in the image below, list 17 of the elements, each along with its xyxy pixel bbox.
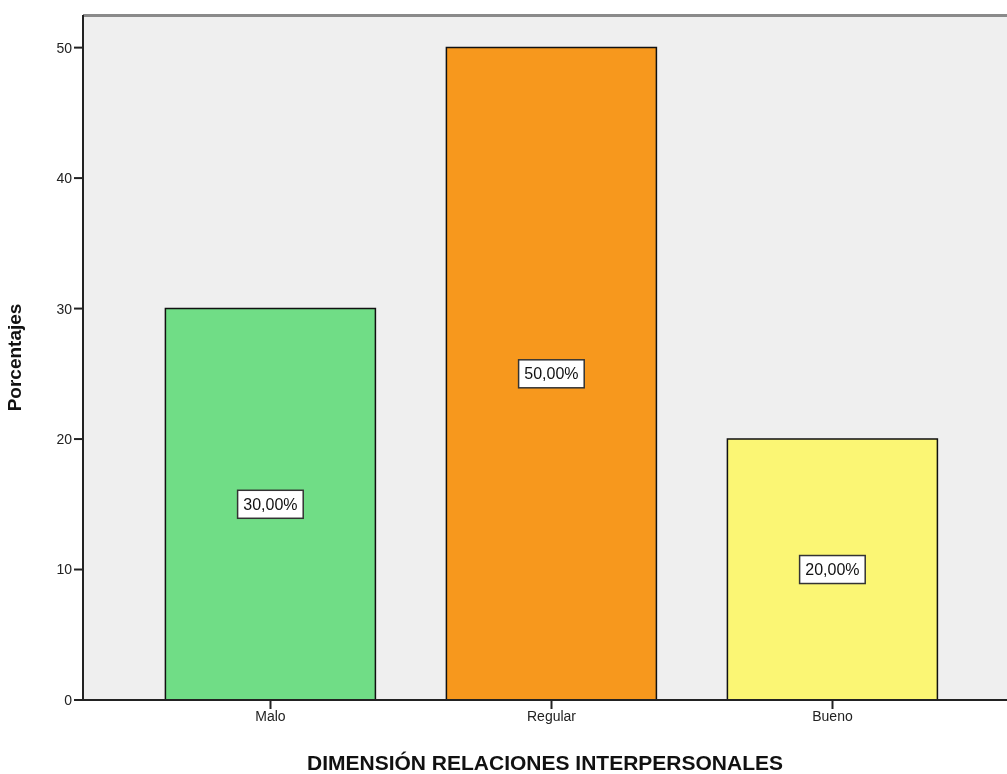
x-tick-label: Bueno [812,707,853,724]
data-label: 30,00% [243,495,298,513]
y-tick-label: 0 [64,691,73,708]
y-tick-label: 20 [56,431,73,448]
x-axis-title: DIMENSIÓN RELACIONES INTERPERSONALES [306,751,784,774]
x-tick-label: Regular [526,707,577,724]
y-tick-label: 50 [56,39,73,56]
bar [726,438,939,700]
y-tick-label: 30 [56,300,73,317]
x-tick-label: Malo [255,707,286,724]
y-axis-title: Porcentajes [3,303,25,412]
data-label: 50,00% [524,365,579,383]
y-tick-label: 10 [56,561,73,578]
bar [164,307,377,700]
y-tick-label: 40 [56,170,73,187]
bar [445,46,658,700]
data-label: 20,00% [805,561,860,579]
